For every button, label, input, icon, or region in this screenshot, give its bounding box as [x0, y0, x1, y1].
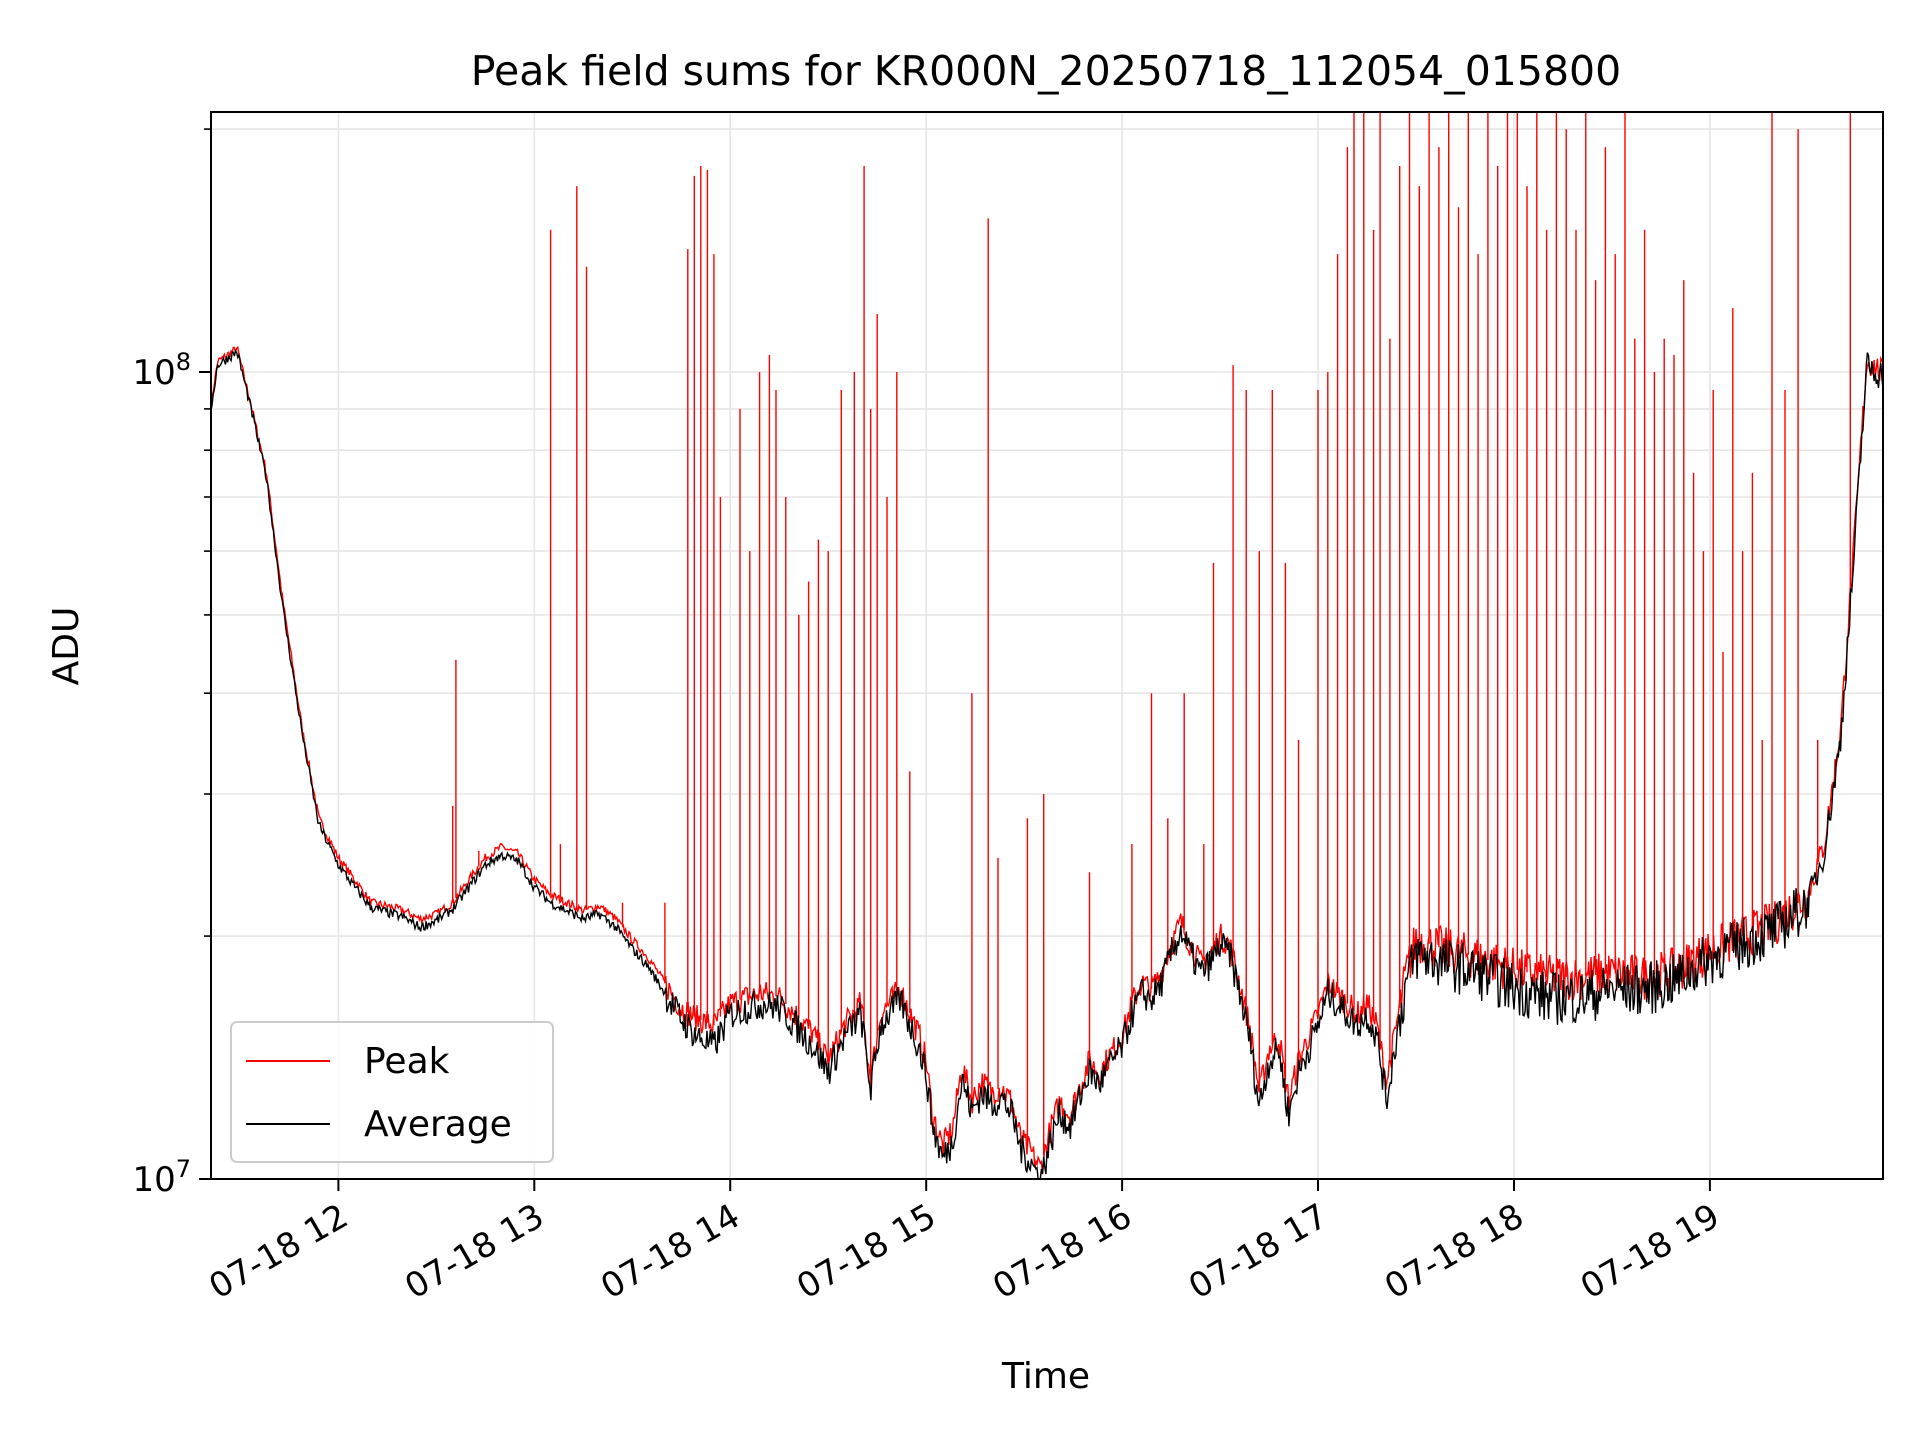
- x-axis-label: Time: [1001, 1356, 1090, 1397]
- legend-box: [230, 1021, 554, 1163]
- y-axis-ticks: 107 108: [132, 128, 211, 1200]
- legend-average-label: Average: [364, 1104, 512, 1145]
- plot-frame: [210, 111, 1884, 1180]
- chart-title: Peak field sums for KR000N_20250718_1120…: [471, 47, 1621, 95]
- y-tick-label: 108: [132, 348, 191, 393]
- peak-series: [210, 112, 1884, 1175]
- legend-peak-label: Peak: [364, 1041, 450, 1082]
- legend: Peak Average: [230, 1021, 554, 1163]
- average-series: [210, 349, 1884, 1180]
- grid: [211, 112, 1883, 1180]
- average-line: [210, 349, 1884, 1180]
- y-tick-label: 107: [132, 1155, 191, 1200]
- y-axis-label: ADU: [46, 607, 87, 686]
